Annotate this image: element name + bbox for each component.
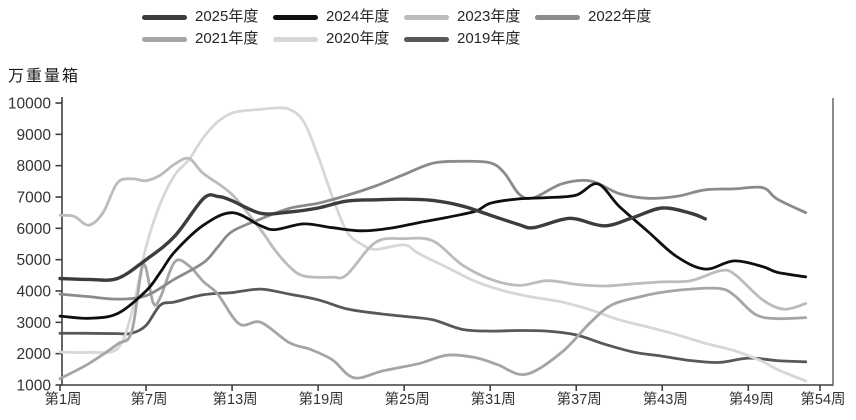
chart-legend: 2025年度 2024年度 2023年度 2022年度 2021年度 2020年度 2019… — [142, 8, 666, 48]
x-tick-label: 第37周 — [557, 390, 602, 408]
legend-row: 2021年度 2020年度 2019年度 — [142, 30, 666, 48]
legend-item-2023: 2023年度 — [404, 8, 535, 26]
legend-row: 2025年度 2024年度 2023年度 2022年度 — [142, 8, 666, 26]
y-axis-title: 万重量箱 — [8, 68, 81, 85]
legend-line-swatch — [273, 36, 318, 42]
y-tick-label: 8000 — [17, 158, 52, 175]
series-line-2022 — [58, 159, 808, 301]
legend-label: 2022年度 — [588, 8, 652, 25]
y-tick-label: 7000 — [17, 190, 52, 207]
y-tick-label: 9000 — [17, 127, 52, 144]
series-line-2020 — [58, 106, 808, 383]
y-tick-label: 2000 — [17, 346, 52, 363]
legend-item-2019: 2019年度 — [404, 30, 535, 48]
legend-label: 2024年度 — [326, 8, 390, 25]
series-line-2024 — [58, 182, 808, 320]
legend-line-swatch — [404, 36, 449, 42]
legend-line-swatch — [535, 14, 580, 20]
y-tick-label: 4000 — [17, 284, 52, 301]
legend-item-2021: 2021年度 — [142, 30, 273, 48]
legend-item-2020: 2020年度 — [273, 30, 404, 48]
x-tick-label: 第43周 — [643, 390, 688, 408]
x-tick-label: 第1周 — [44, 390, 81, 408]
x-tick-label: 第19周 — [299, 390, 344, 408]
series-line-2021 — [58, 258, 808, 381]
legend-line-swatch — [273, 14, 318, 20]
y-tick-label: 3000 — [17, 315, 52, 332]
y-tick-label: 1000 — [17, 378, 52, 395]
x-tick-label: 第54周 — [800, 390, 845, 408]
legend-label: 2020年度 — [326, 30, 390, 47]
legend-line-swatch — [142, 36, 187, 42]
legend-label: 2019年度 — [457, 30, 521, 47]
series-line-2025 — [58, 193, 707, 282]
legend-item-2024: 2024年度 — [273, 8, 404, 26]
x-tick-label: 第49周 — [729, 390, 774, 408]
y-tick-label: 10000 — [8, 96, 51, 113]
x-tick-label: 第7周 — [130, 390, 167, 408]
series-line-2023 — [58, 156, 808, 311]
legend-item-2022: 2022年度 — [535, 8, 666, 26]
legend-item-2025: 2025年度 — [142, 8, 273, 26]
legend-label: 2023年度 — [457, 8, 521, 25]
x-tick-label: 第31周 — [471, 390, 516, 408]
y-tick-label: 5000 — [17, 252, 52, 269]
legend-line-swatch — [404, 14, 449, 20]
legend-label: 2025年度 — [195, 8, 259, 25]
legend-label: 2021年度 — [195, 30, 259, 47]
y-tick-label: 6000 — [17, 221, 52, 238]
series-line-2019 — [58, 287, 808, 364]
x-tick-label: 第25周 — [385, 390, 430, 408]
x-tick-label: 第13周 — [213, 390, 258, 408]
legend-line-swatch — [142, 14, 187, 20]
